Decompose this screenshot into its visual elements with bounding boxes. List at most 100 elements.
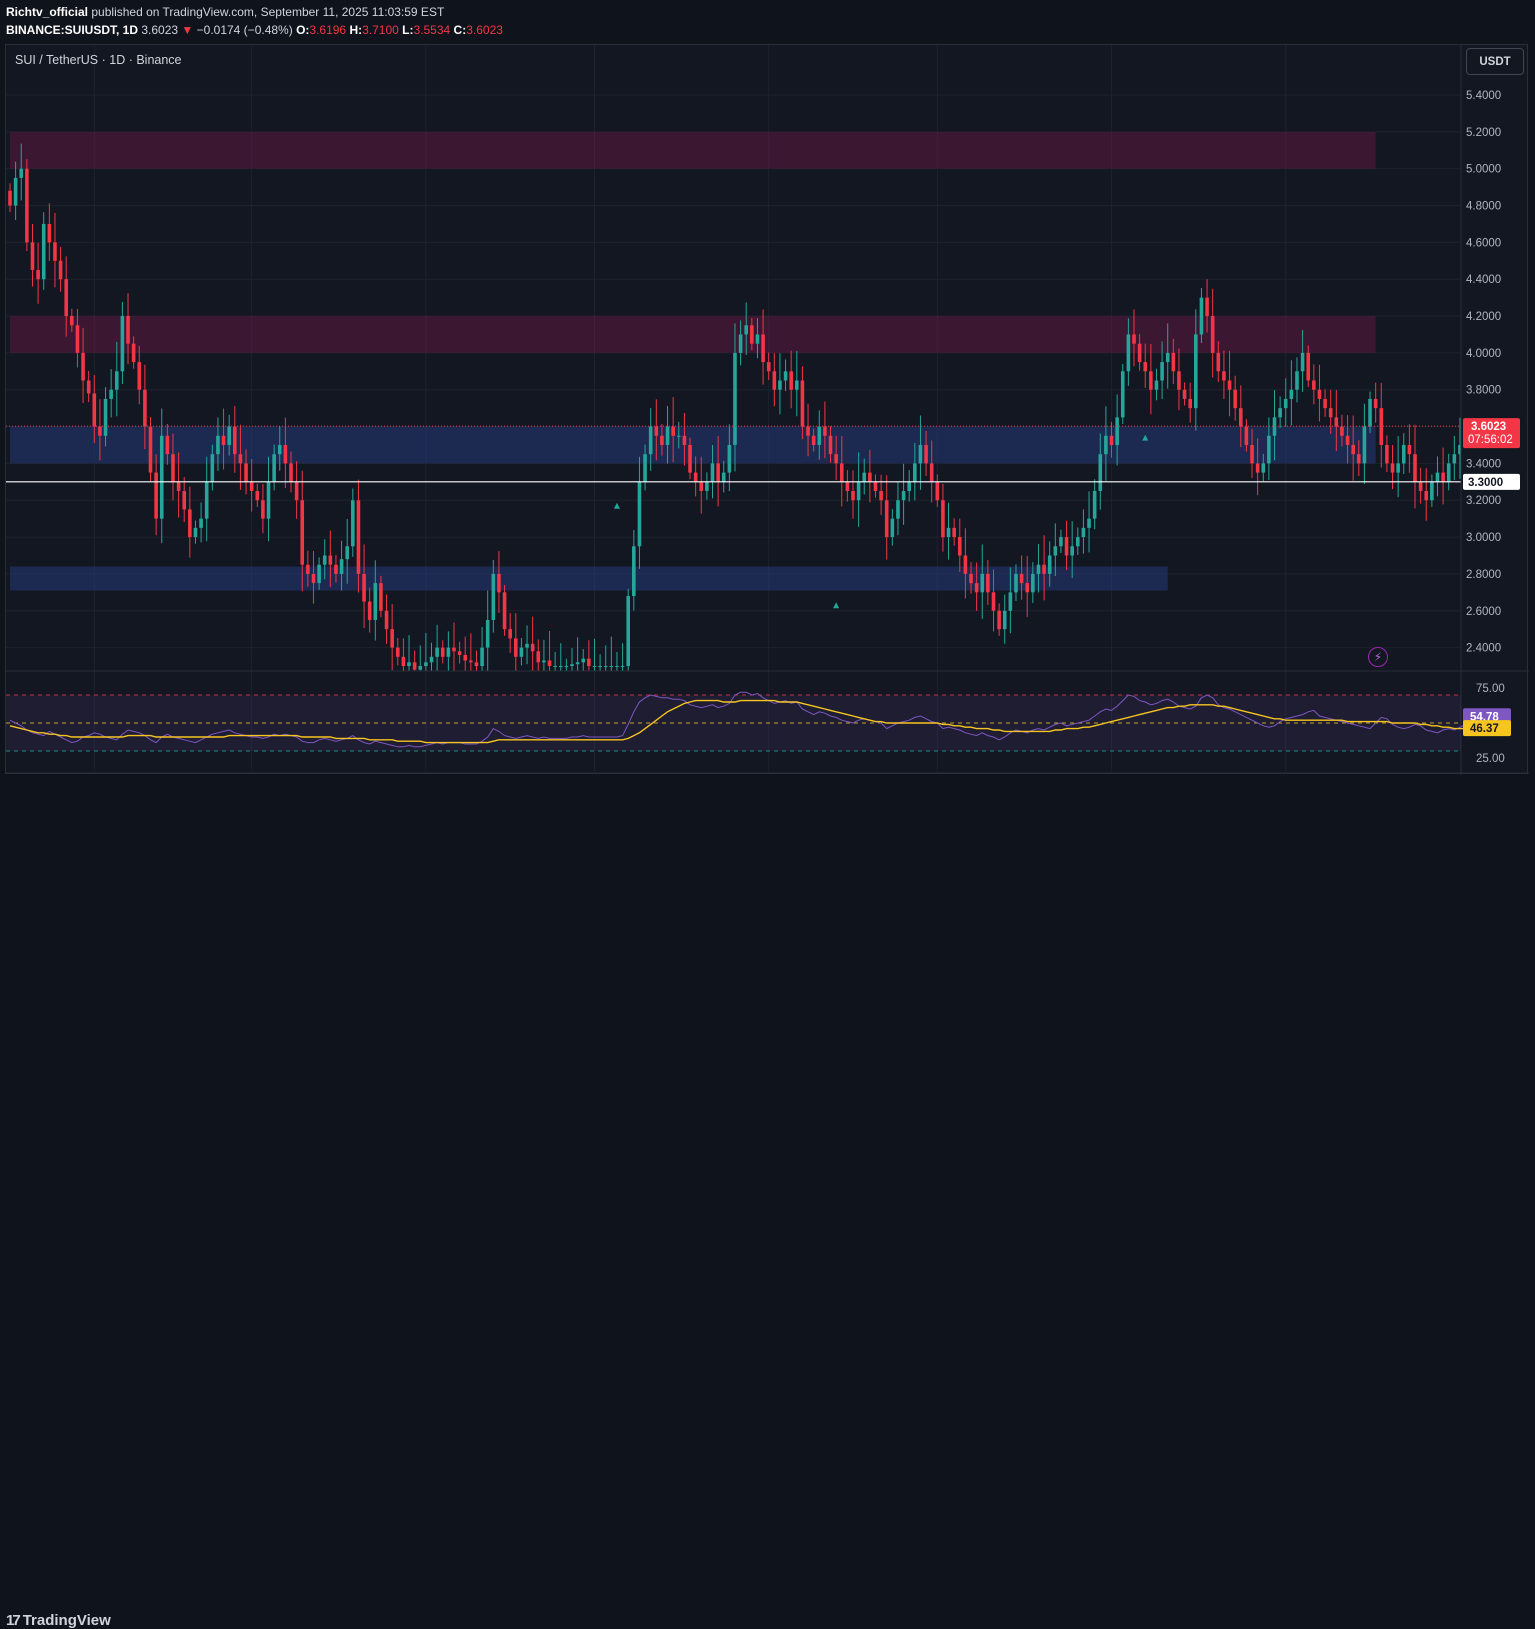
candle-body <box>1081 527 1086 538</box>
candle-body <box>1379 408 1384 445</box>
signal-marker <box>833 602 840 609</box>
countdown-label: 07:56:02 <box>1468 434 1513 446</box>
candle-body <box>1036 564 1041 574</box>
candle-body <box>879 491 883 501</box>
candle-body <box>36 269 40 280</box>
candle-body <box>924 444 928 464</box>
candle-body <box>710 463 715 482</box>
candle-body <box>913 463 917 482</box>
candle-body <box>969 573 973 584</box>
candle-body <box>1328 408 1333 418</box>
candle-body <box>64 279 68 317</box>
candle-body <box>1458 444 1461 455</box>
candle-body <box>216 435 220 455</box>
candle-body <box>25 168 29 243</box>
candle-body <box>800 380 805 427</box>
publication-line: Richtv_official published on TradingView… <box>6 5 444 19</box>
candle-body <box>1210 316 1215 353</box>
high-value: 3.7100 <box>362 23 399 37</box>
candles <box>8 143 1461 671</box>
candle-body <box>615 666 619 668</box>
candle-body <box>502 592 507 630</box>
currency-button[interactable]: USDT <box>1466 48 1524 75</box>
y-tick-label: 4.0000 <box>1466 348 1501 360</box>
candle-body <box>1261 463 1266 473</box>
candle-body <box>592 666 597 668</box>
candle-body <box>609 666 614 668</box>
candle-body <box>81 352 85 381</box>
tradingview-logo[interactable]: 17 TradingView <box>6 1612 111 1629</box>
candle-body <box>92 393 97 427</box>
candle-body <box>834 454 838 464</box>
candle-body <box>1222 371 1226 381</box>
candle-body <box>143 389 147 427</box>
candle-body <box>1396 463 1400 473</box>
candle-body <box>58 260 63 280</box>
candle-body <box>322 555 327 565</box>
chart-area[interactable]: 5.4000 5.2000 5.0000 4.8000 4.6000 4.4000 4.20… <box>5 44 1529 775</box>
candle-body <box>384 610 389 630</box>
candle-body <box>772 371 777 390</box>
candle-body <box>238 454 243 464</box>
candle-body <box>963 555 968 574</box>
candle-body <box>727 444 732 473</box>
candle-body <box>272 454 276 482</box>
candle-body <box>114 371 119 390</box>
chart-canvas[interactable]: 5.4000 5.2000 5.0000 4.8000 4.6000 4.4000 4.20… <box>6 45 1529 775</box>
y-tick-label: 5.0000 <box>1466 164 1501 176</box>
candle-body <box>1143 362 1148 372</box>
candle-body <box>351 500 355 547</box>
candle-body <box>570 664 574 667</box>
candle-body <box>334 564 338 574</box>
candle-body <box>429 656 434 663</box>
candle-body <box>463 654 468 661</box>
candle-body <box>300 500 305 565</box>
candle-body <box>283 444 288 464</box>
candle-body <box>1373 398 1378 409</box>
candle-body <box>491 573 496 620</box>
candle-body <box>957 537 962 556</box>
price-change: −0.0174 (−0.48%) <box>196 23 293 37</box>
candle-body <box>1351 444 1355 455</box>
candle-body <box>1002 610 1007 630</box>
candle-body <box>946 527 951 538</box>
lightning-icon[interactable]: ⚡ <box>1368 647 1388 667</box>
candle-body <box>1317 389 1322 399</box>
candle-body <box>632 546 636 597</box>
candle-body <box>856 481 861 501</box>
candle-body <box>204 481 209 519</box>
candle-body <box>53 242 57 261</box>
candle-body <box>1334 417 1339 427</box>
candle-body <box>1188 398 1192 409</box>
candle-body <box>19 168 24 178</box>
candle-body <box>1109 435 1114 445</box>
candle-body <box>109 389 113 399</box>
candle-body <box>339 559 344 574</box>
candle-body <box>395 647 400 657</box>
candle-body <box>1306 352 1311 381</box>
candle-body <box>997 610 1001 630</box>
author-name[interactable]: Richtv_official <box>6 5 89 19</box>
candle-body <box>373 583 378 620</box>
candle-body <box>480 647 484 667</box>
candle-body <box>1278 408 1282 418</box>
candle-body <box>1132 334 1136 344</box>
y-tick-label: 5.4000 <box>1466 90 1501 102</box>
candle-body <box>227 426 231 445</box>
candle-body <box>1227 380 1232 390</box>
candle-body <box>452 647 456 652</box>
candle-body <box>862 472 867 482</box>
candle-body <box>424 662 428 667</box>
zone-support <box>10 426 1376 464</box>
change-down-icon: ▼ <box>181 23 194 37</box>
candle-body <box>1418 481 1423 492</box>
candle-body <box>896 500 900 519</box>
candle-body <box>98 426 102 436</box>
candle-body <box>70 316 74 326</box>
rsi-tick-25: 25.00 <box>1476 753 1505 765</box>
candle-body <box>581 658 586 663</box>
candle-body <box>750 325 754 344</box>
tradingview-logo-icon: 17 <box>6 1612 21 1629</box>
candle-body <box>1008 592 1013 611</box>
candle-body <box>1340 426 1344 436</box>
